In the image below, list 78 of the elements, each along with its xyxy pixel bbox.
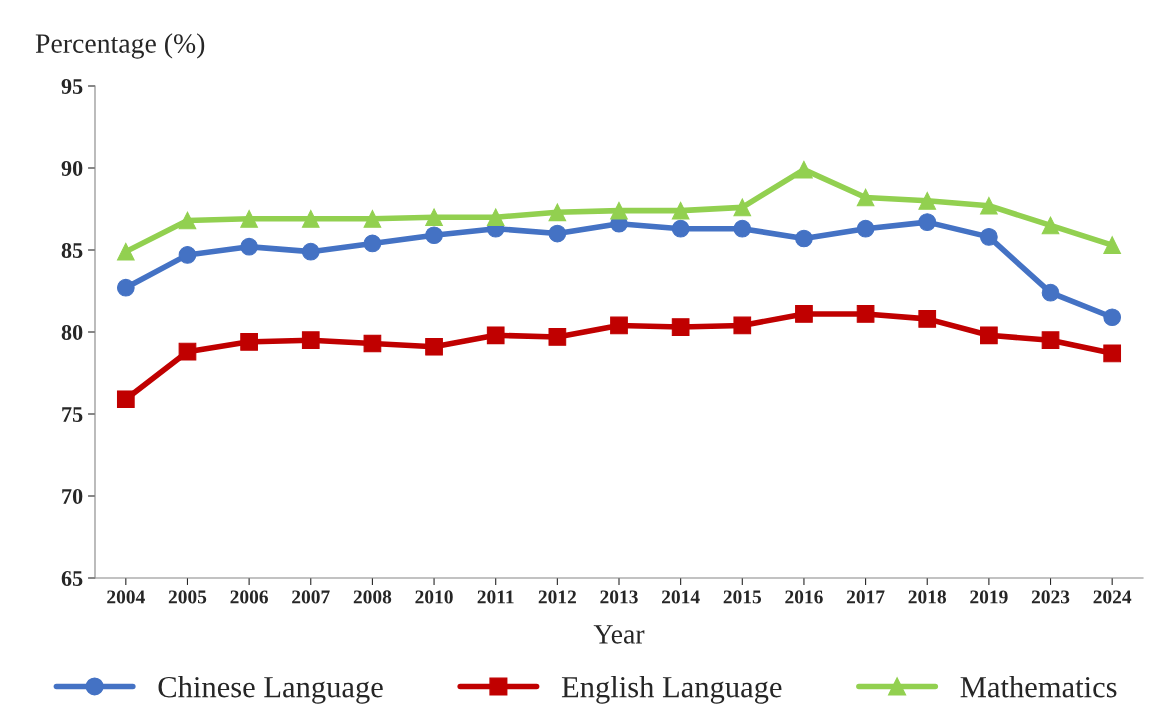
point xyxy=(363,209,382,228)
legend-label: Chinese Language xyxy=(158,675,383,704)
x-tick-label: 2024 xyxy=(1093,590,1132,604)
x-tick-label: 2005 xyxy=(168,590,207,604)
x-tick-label: 2010 xyxy=(415,590,453,604)
point xyxy=(240,332,258,351)
x-tick-label: 2007 xyxy=(292,590,330,604)
x-tick-label: 2013 xyxy=(600,590,638,604)
y-tick-label: 90 xyxy=(61,160,83,176)
point xyxy=(486,208,505,227)
point xyxy=(240,237,258,256)
x-tick-label: 2018 xyxy=(908,590,947,604)
point xyxy=(301,209,320,228)
point xyxy=(425,226,443,245)
y-tick-label: 65 xyxy=(61,570,83,586)
x-tick-label: 2011 xyxy=(477,590,514,604)
point xyxy=(733,316,752,335)
point xyxy=(240,209,258,228)
point xyxy=(1103,344,1122,363)
point xyxy=(918,310,937,328)
y-tick-label: 85 xyxy=(61,242,83,258)
point xyxy=(301,331,320,350)
point xyxy=(671,201,690,220)
x-tick-label: 2008 xyxy=(353,590,392,604)
point xyxy=(178,342,197,361)
point xyxy=(1103,308,1122,327)
point xyxy=(1041,283,1060,302)
point xyxy=(116,278,135,297)
point xyxy=(425,337,443,356)
point xyxy=(671,219,690,238)
legend-label: Mathematics xyxy=(960,675,1117,698)
point xyxy=(425,208,443,227)
point xyxy=(733,219,752,238)
point xyxy=(980,196,998,215)
point xyxy=(795,229,813,248)
point xyxy=(856,305,875,323)
point xyxy=(918,191,937,210)
point xyxy=(980,228,998,246)
y-axis-title: Percentage (%) xyxy=(35,33,205,59)
point xyxy=(918,213,937,231)
x-tick-label: 2006 xyxy=(230,590,268,604)
point xyxy=(856,219,875,238)
x-tick-label: 2014 xyxy=(662,590,700,604)
x-tick-label: 2004 xyxy=(107,590,145,604)
x-tick-label: 2016 xyxy=(785,590,823,604)
point xyxy=(548,224,567,243)
point xyxy=(486,326,505,345)
x-tick-label: 2015 xyxy=(723,590,762,604)
point xyxy=(671,318,690,336)
point xyxy=(116,242,135,261)
y-tick-label: 95 xyxy=(61,78,83,94)
point xyxy=(301,242,320,261)
point xyxy=(363,234,382,253)
point xyxy=(116,390,135,409)
point xyxy=(1041,331,1060,350)
point xyxy=(610,201,628,220)
x-tick-label: 2012 xyxy=(538,590,576,604)
x-tick-label: 2017 xyxy=(846,590,885,604)
point xyxy=(733,198,752,217)
point xyxy=(856,188,875,207)
y-tick-label: 80 xyxy=(61,324,83,340)
point xyxy=(795,160,813,179)
point xyxy=(178,211,197,230)
x-tick-label: 2023 xyxy=(1031,590,1070,604)
point xyxy=(610,316,628,335)
point xyxy=(548,203,567,222)
point xyxy=(1103,236,1122,254)
x-axis-title: Year xyxy=(593,625,645,644)
point xyxy=(795,305,813,323)
point xyxy=(548,328,567,346)
point xyxy=(178,246,197,264)
x-tick-label: 2019 xyxy=(970,590,1008,604)
y-tick-label: 70 xyxy=(62,488,83,504)
legend-label: English Language xyxy=(561,675,782,704)
point xyxy=(980,326,998,345)
point xyxy=(1041,216,1060,235)
y-tick-label: 75 xyxy=(62,407,83,422)
point xyxy=(363,334,382,353)
